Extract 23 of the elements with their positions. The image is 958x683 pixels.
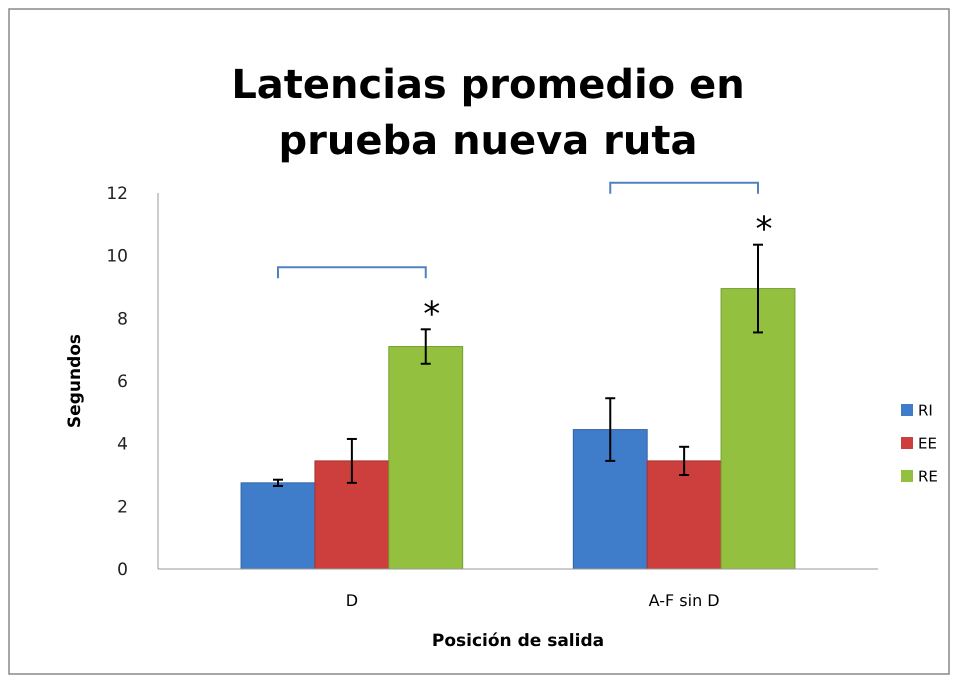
annotation: * <box>756 210 772 250</box>
y-tick-label: 12 <box>106 184 128 204</box>
y-tick-label: 10 <box>106 246 128 267</box>
legend-label: RE <box>918 467 938 486</box>
x-tick-label: D <box>346 591 358 610</box>
y-tick-label: 4 <box>117 434 128 455</box>
x-axis-title: Posición de salida <box>432 631 604 651</box>
y-tick-label: 8 <box>117 309 128 330</box>
bar <box>388 346 464 570</box>
chart-title: Latencias promedio en prueba nueva ruta <box>231 62 745 164</box>
annotation: * <box>423 294 440 334</box>
bar <box>720 288 796 570</box>
y-tick-label: 6 <box>117 372 128 392</box>
legend-label: RI <box>918 401 933 420</box>
bar <box>240 482 316 570</box>
y-axis-title: Segundos <box>65 334 85 428</box>
y-tick-label: 2 <box>117 497 128 518</box>
bar <box>646 460 722 570</box>
x-tick-label: A-F sin D <box>648 591 720 610</box>
bar <box>314 460 390 570</box>
bar <box>572 429 648 570</box>
legend-label: EE <box>918 434 937 452</box>
y-tick-label: 0 <box>117 560 128 580</box>
